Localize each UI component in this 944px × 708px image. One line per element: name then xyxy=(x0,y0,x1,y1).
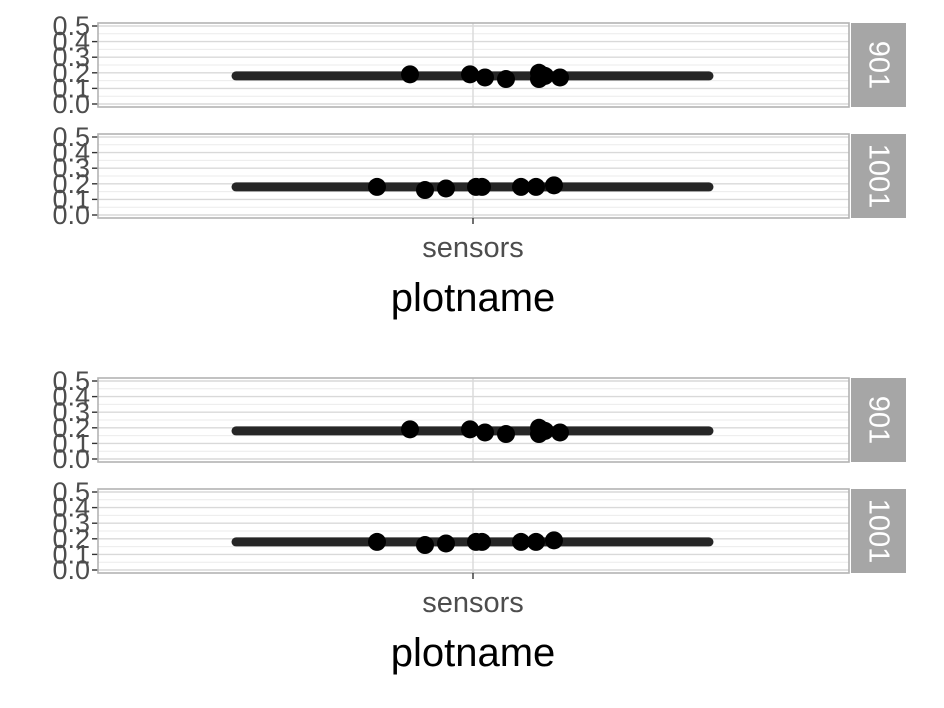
facet-strip xyxy=(851,378,906,462)
data-point xyxy=(527,532,545,551)
chart-2: 0.00.10.20.30.40.59010.00.10.20.30.40.51… xyxy=(52,366,906,675)
data-point xyxy=(545,531,563,550)
facet-strip-label: 901 xyxy=(863,396,895,444)
data-point xyxy=(368,532,386,551)
data-point xyxy=(551,68,569,87)
facet-panel-901: 0.00.10.20.30.40.5 901 xyxy=(52,11,906,119)
y-tick-label: 0.5 xyxy=(52,477,90,507)
data-point xyxy=(368,177,386,196)
y-tick-label: 0.0 xyxy=(52,555,90,585)
y-tick-label: 0.3 xyxy=(52,397,90,427)
data-point xyxy=(461,420,479,439)
data-point xyxy=(401,420,419,439)
panel-border xyxy=(97,22,850,108)
data-point xyxy=(437,534,455,553)
data-point xyxy=(473,532,491,551)
y-tick-label: 0.1 xyxy=(52,539,90,569)
x-axis-title: plotname xyxy=(391,276,556,320)
data-point xyxy=(530,70,548,89)
y-tick-label: 0.0 xyxy=(52,89,90,119)
y-tick-label: 0.0 xyxy=(52,444,90,474)
data-point xyxy=(530,425,548,444)
y-tick-label: 0.4 xyxy=(52,493,90,523)
panel-border xyxy=(97,377,850,463)
y-tick-label: 0.4 xyxy=(52,138,90,168)
facet-strip xyxy=(851,489,906,573)
y-tick-label: 0.2 xyxy=(52,524,90,554)
y-tick-label: 0.5 xyxy=(52,11,90,41)
x-tick-label: sensors xyxy=(422,587,524,619)
data-point xyxy=(473,177,491,196)
data-point xyxy=(551,423,569,442)
data-point xyxy=(416,536,434,555)
y-tick-label: 0.0 xyxy=(52,200,90,230)
facet-strip-label: 1001 xyxy=(863,144,895,209)
data-point xyxy=(437,179,455,198)
facet-panel-1001: 0.00.10.20.30.40.5 1001 xyxy=(52,122,906,230)
y-tick-label: 0.2 xyxy=(52,58,90,88)
data-point xyxy=(545,176,563,195)
data-point xyxy=(401,65,419,84)
facet-strip-label: 901 xyxy=(863,41,895,89)
x-tick-label: sensors xyxy=(422,232,524,264)
y-tick-label: 0.5 xyxy=(52,122,90,152)
y-tick-label: 0.5 xyxy=(52,366,90,396)
y-tick-label: 0.4 xyxy=(52,27,90,57)
facet-panel-1001: 0.00.10.20.30.40.5 1001 xyxy=(52,477,906,585)
data-point xyxy=(512,177,530,196)
y-tick-label: 0.3 xyxy=(52,508,90,538)
facet-panel-901: 0.00.10.20.30.40.5 901 xyxy=(52,366,906,474)
y-tick-label: 0.3 xyxy=(52,42,90,72)
chart-1: 0.00.10.20.30.40.59010.00.10.20.30.40.51… xyxy=(52,11,906,320)
facet-strip-label: 1001 xyxy=(863,499,895,564)
y-tick-label: 0.1 xyxy=(52,73,90,103)
y-tick-label: 0.1 xyxy=(52,428,90,458)
data-point xyxy=(416,181,434,200)
y-tick-label: 0.2 xyxy=(52,169,90,199)
y-tick-label: 0.2 xyxy=(52,413,90,443)
y-tick-label: 0.1 xyxy=(52,184,90,214)
facet-strip xyxy=(851,134,906,218)
y-tick-label: 0.4 xyxy=(52,382,90,412)
facet-strip xyxy=(851,23,906,107)
data-point xyxy=(497,425,515,444)
data-point xyxy=(512,532,530,551)
y-tick-label: 0.3 xyxy=(52,153,90,183)
data-point xyxy=(497,70,515,89)
x-axis-title: plotname xyxy=(391,631,556,675)
data-point xyxy=(476,423,494,442)
data-point xyxy=(476,68,494,87)
data-point xyxy=(527,177,545,196)
data-point xyxy=(461,65,479,84)
